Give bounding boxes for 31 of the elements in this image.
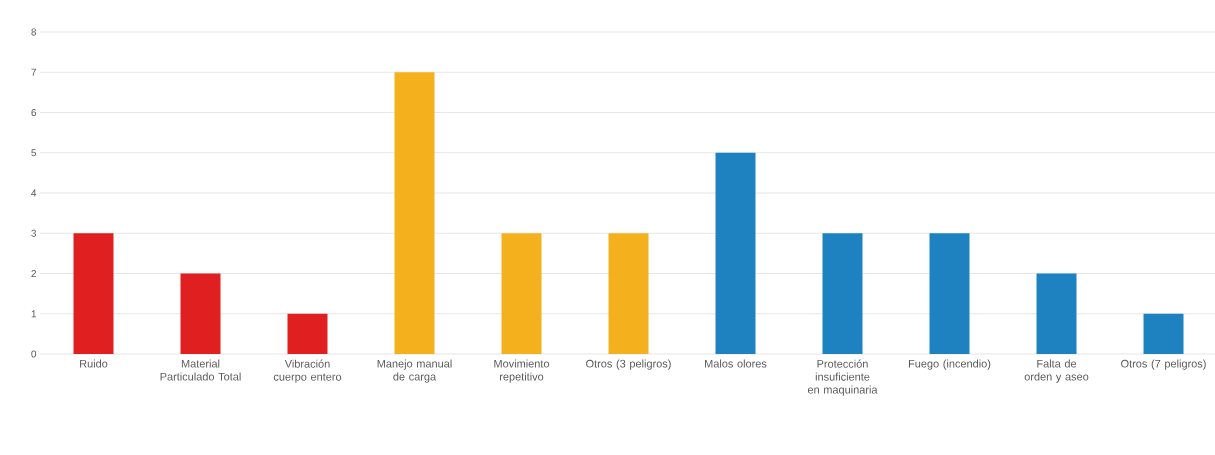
- x-tick-label: Protección insuficiente en maquinaria: [807, 359, 878, 396]
- y-tick-label: 8: [31, 28, 37, 36]
- x-tick-label: Material Particulado Total: [160, 359, 241, 381]
- bar: [501, 233, 542, 354]
- bar: [73, 233, 114, 354]
- x-tick-label: Fuego (incendio): [908, 359, 991, 370]
- bar: [715, 152, 756, 354]
- y-tick-label: 2: [31, 270, 36, 277]
- bar: [180, 273, 221, 354]
- bar: [287, 313, 328, 354]
- x-tick-label: Falta de orden y aseo: [1024, 359, 1089, 383]
- y-tick-label: 4: [31, 189, 37, 197]
- bar: [608, 233, 649, 354]
- y-tick-label: 6: [31, 108, 37, 117]
- x-tick-label: Ruido: [80, 359, 108, 368]
- bar: [822, 233, 863, 354]
- x-tick-label: Vibración cuerpo entero: [273, 359, 342, 383]
- bar: [929, 233, 970, 354]
- x-tick-label: Otros (3 peligros): [586, 359, 671, 370]
- bar: [1036, 273, 1077, 354]
- y-tick-label: 7: [31, 68, 36, 76]
- bar: [394, 72, 435, 354]
- x-tick-label: Otros (7 peligros): [1121, 359, 1206, 370]
- x-tick-label: Malos olores: [705, 359, 767, 368]
- x-tick-label: Manejo manual de carga: [377, 359, 452, 383]
- y-tick-label: 0: [31, 350, 37, 358]
- y-tick-label: 5: [31, 149, 37, 157]
- y-tick-label: 3: [31, 229, 37, 237]
- x-tick-label: Movimiento repetitivo: [494, 359, 550, 383]
- bar: [1143, 313, 1184, 354]
- y-tick-label: 1: [31, 310, 36, 318]
